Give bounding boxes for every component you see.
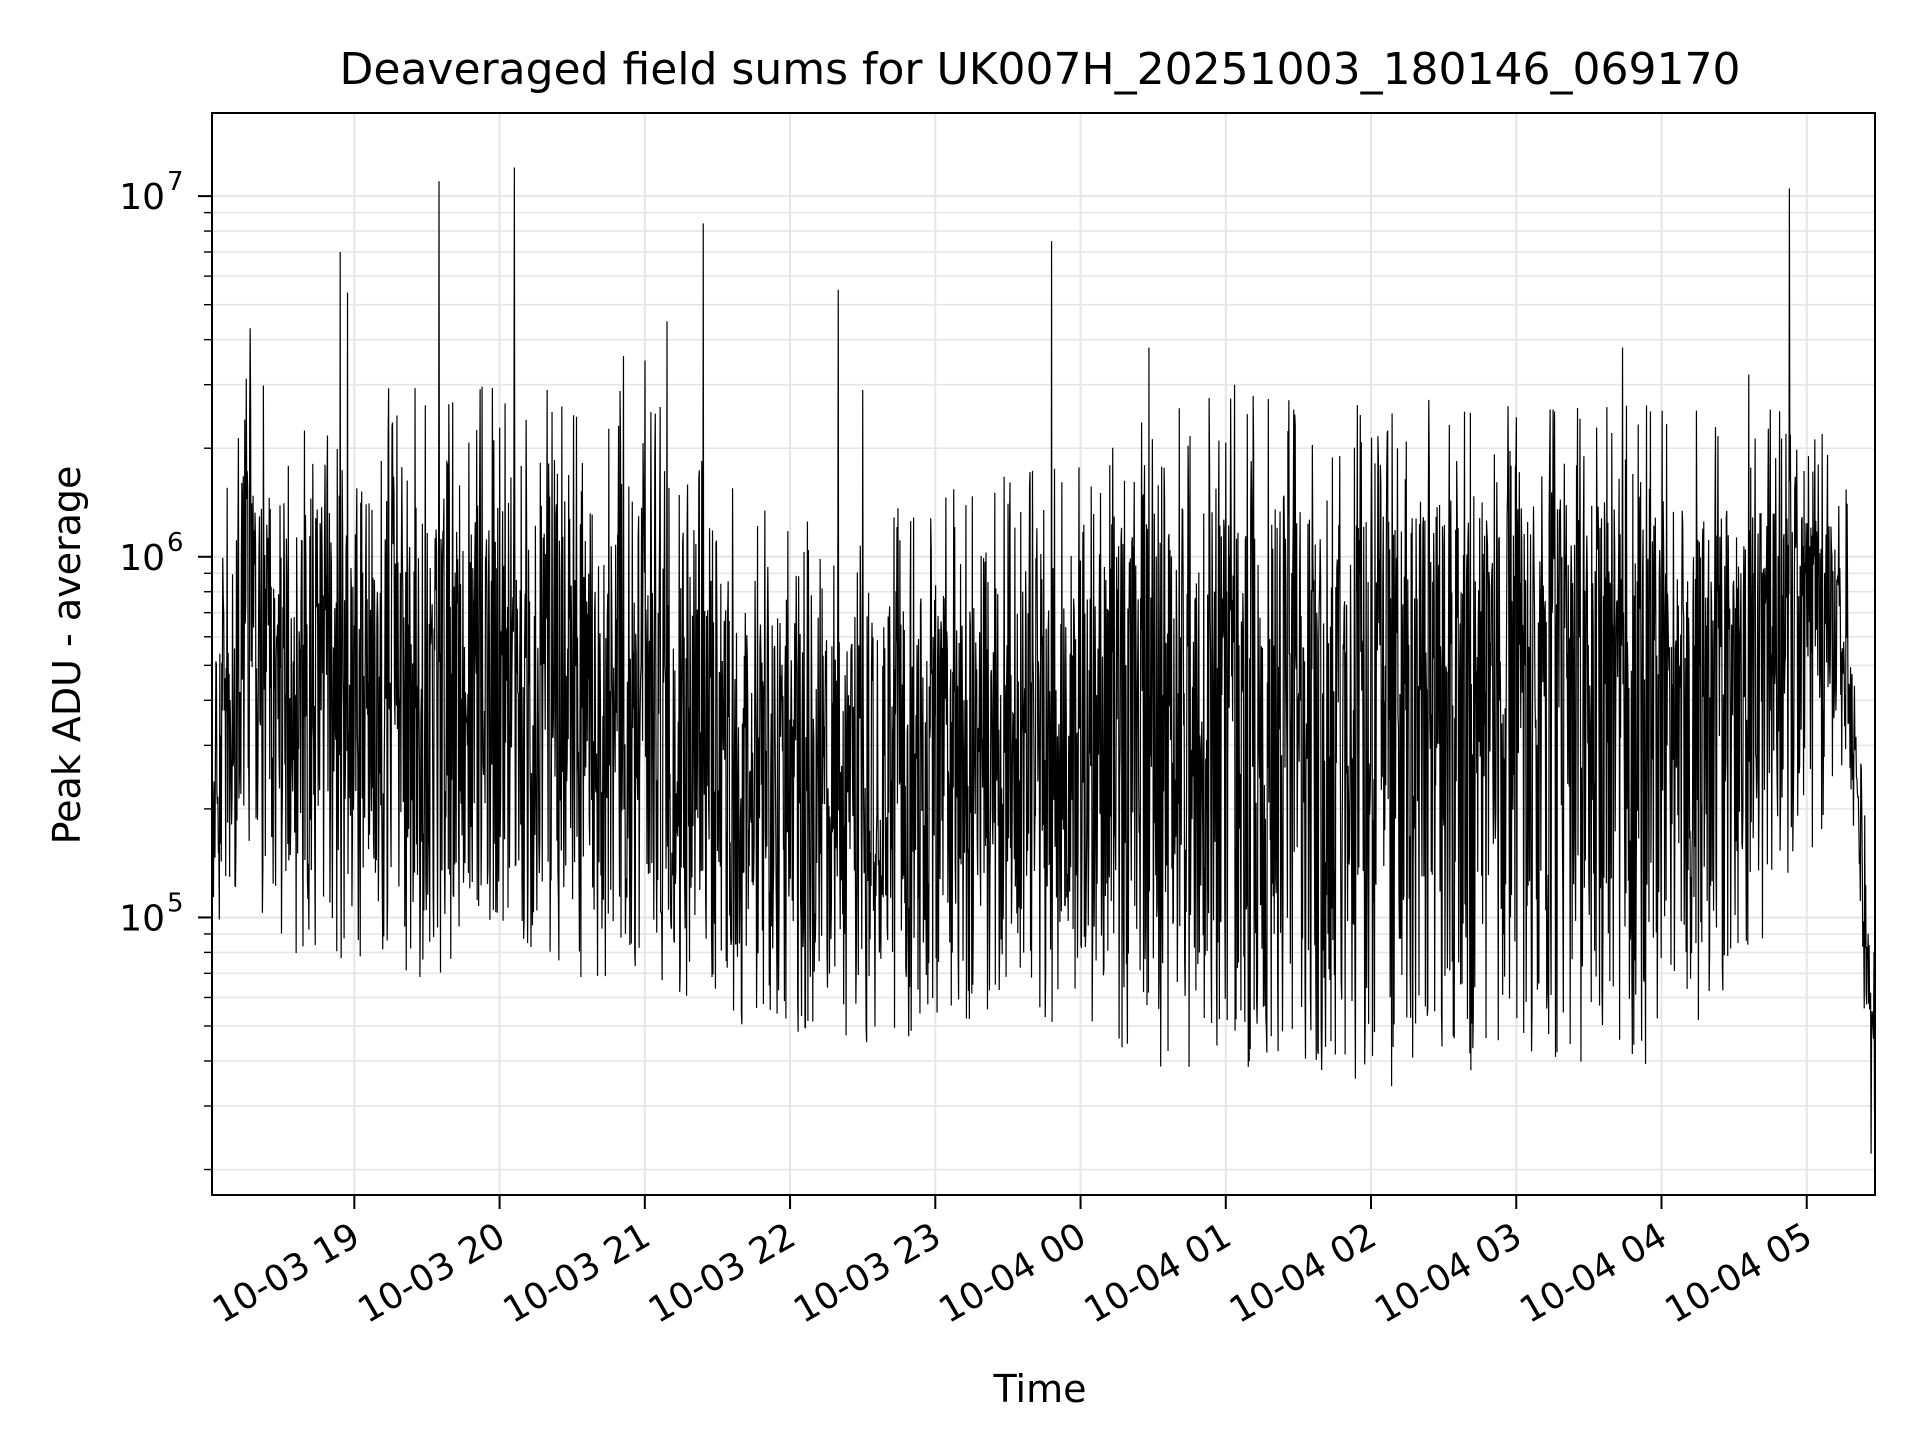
x-axis-label: Time [993,1367,1087,1411]
chart-title: Deaveraged field sums for UK007H_2025100… [340,44,1741,95]
y-tick-label: 10 [119,898,165,939]
y-tick-exponent: 7 [167,167,184,197]
y-tick-exponent: 6 [167,528,184,558]
y-tick-label: 10 [119,538,165,579]
series [211,167,1876,1154]
y-tick-exponent: 5 [167,888,184,918]
y-axis-label: Peak ADU - average [45,466,89,845]
plot-frame [211,112,1876,1196]
y-tick-label: 10 [119,177,165,218]
series-line [211,167,1876,1154]
ticks [198,195,1808,1209]
